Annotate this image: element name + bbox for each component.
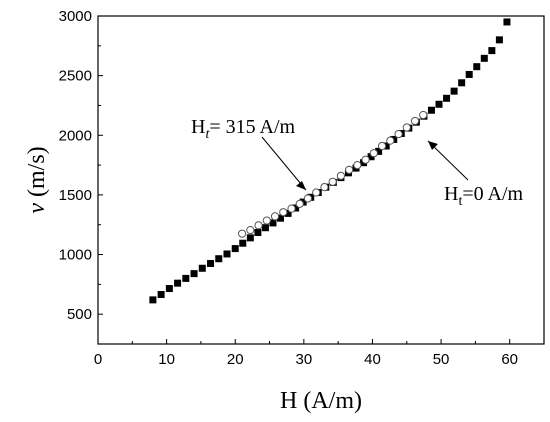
x-tick-label: 10 (158, 351, 175, 368)
y-axis-variable: v (24, 203, 50, 214)
annotation-ht-315: Ht= 315 A/m (191, 116, 296, 142)
annotation-ht-315-main: H (191, 116, 205, 138)
x-tick-label: 30 (296, 351, 313, 368)
data-point-circle (279, 208, 288, 217)
data-point-circle (419, 110, 428, 120)
annotation-ht-0: Ht=0 A/m (444, 183, 524, 209)
y-tick-label: 3000 (59, 8, 92, 25)
data-point-square (277, 214, 285, 222)
y-tick-label: 2000 (59, 127, 92, 144)
data-point-square (427, 106, 435, 114)
data-point-square (261, 224, 269, 232)
x-tick-label: 20 (227, 351, 244, 368)
data-points (149, 18, 511, 304)
data-point-square (284, 209, 292, 217)
data-point-square (223, 250, 231, 258)
data-point-square (480, 54, 488, 62)
data-point-square (375, 147, 383, 155)
data-point-square (443, 94, 451, 102)
data-point-square (292, 204, 300, 212)
data-point-square (190, 270, 198, 278)
data-point-circle (303, 194, 313, 203)
x-tick-label: 50 (433, 351, 450, 368)
x-tick-label: 40 (364, 351, 381, 368)
data-point-square (367, 153, 375, 161)
annotation-ht-0-main: H (444, 183, 458, 205)
data-point-square (503, 18, 511, 26)
data-point-square (458, 79, 466, 87)
data-point-circle (328, 177, 337, 186)
data-point-circle (353, 160, 362, 170)
data-point-square (198, 264, 206, 272)
annotation-ht-315-arrow (261, 136, 307, 191)
axis-ticks: 0 10 20 30 40 50 60 500 1000 1500 2000 2500 3000 (59, 8, 518, 368)
data-point-circle (270, 212, 280, 221)
data-point-circle (361, 155, 370, 164)
y-tick-label: 500 (67, 306, 92, 323)
annotation-ht-0-arrowhead (428, 141, 438, 150)
data-point-square (495, 36, 503, 44)
data-point-square (149, 296, 157, 304)
data-point-square (165, 285, 173, 293)
annotation-ht-315-sub: t (205, 127, 210, 142)
data-point-square (207, 259, 215, 267)
data-point-circle (336, 171, 345, 180)
data-point-square (269, 219, 277, 227)
data-point-circle (394, 129, 403, 139)
data-point-circle (345, 165, 354, 174)
data-point-circle (402, 123, 411, 132)
data-point-square (239, 239, 247, 247)
x-axis-title: H (A/m) (280, 388, 362, 414)
data-point-circle (295, 199, 304, 208)
x-tick-label: 60 (501, 351, 518, 368)
annotation-ht-315-value: = 315 A/m (209, 116, 295, 138)
data-point-square (488, 47, 496, 55)
data-point-square (435, 100, 443, 108)
y-tick-label: 1500 (59, 187, 92, 204)
data-point-circle (246, 225, 255, 235)
data-point-square (450, 87, 458, 95)
data-point-square (231, 245, 239, 253)
data-point-square (246, 234, 254, 242)
data-point-circle (287, 204, 296, 213)
y-tick-label: 2500 (59, 68, 92, 85)
x-tick-label: 0 (94, 351, 102, 368)
data-point-square (465, 70, 473, 78)
data-point-circle (410, 116, 420, 126)
data-point-square (182, 274, 190, 282)
y-tick-label: 1000 (59, 247, 92, 264)
data-point-square (157, 291, 165, 299)
annotation-ht-0-value: =0 A/m (462, 183, 523, 205)
data-point-circle (262, 216, 271, 225)
data-point-square (215, 255, 223, 263)
annotation-ht-0-arrow (427, 140, 469, 181)
data-point-square (473, 63, 481, 71)
data-point-square (382, 142, 390, 150)
data-point-square (254, 228, 262, 236)
y-axis-title: v (m/s) (24, 146, 50, 213)
data-point-circle (237, 229, 247, 238)
plot-frame (97, 15, 545, 345)
data-point-square (174, 279, 182, 287)
y-axis-unit: (m/s) (24, 146, 50, 203)
annotation-ht-315-arrowhead (296, 181, 306, 190)
annotation-ht-0-sub: t (458, 194, 462, 209)
data-point-circle (369, 149, 378, 158)
data-point-circle (320, 183, 329, 192)
data-point-circle (377, 141, 387, 151)
data-point-circle (254, 221, 263, 230)
data-point-circle (386, 136, 395, 145)
data-point-circle (312, 188, 321, 197)
